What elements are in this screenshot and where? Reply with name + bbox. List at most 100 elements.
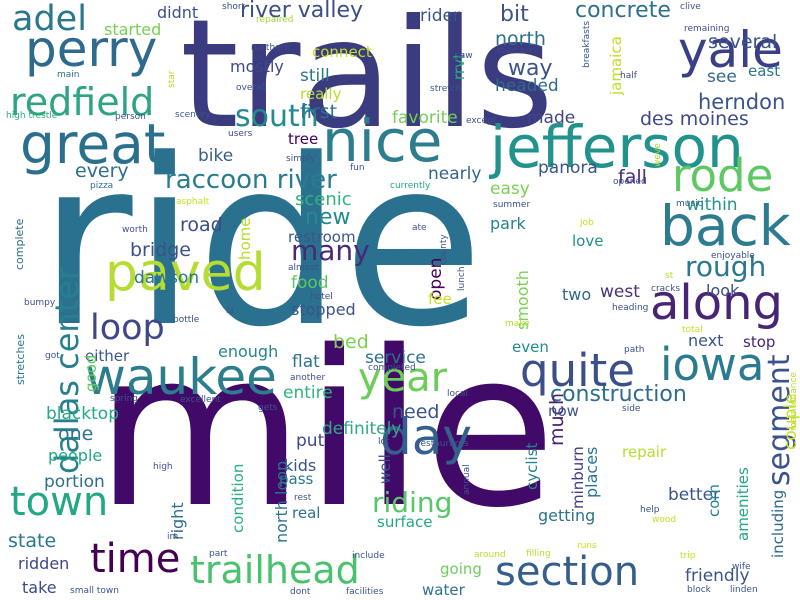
cloud-word-adel: adel <box>12 0 87 39</box>
cloud-word-gets: gets <box>258 403 278 413</box>
cloud-word-lot: lot <box>378 437 390 447</box>
cloud-word-ride: ride <box>38 111 484 378</box>
cloud-word-scenic: scenic <box>295 189 352 210</box>
cloud-word-scenery: scenery <box>175 110 211 120</box>
cloud-word-paved: paved <box>105 243 266 303</box>
cloud-word-short: short <box>222 2 246 12</box>
cloud-word-waukee: waukee <box>85 348 277 406</box>
cloud-word-dawson: dawson <box>134 268 200 288</box>
cloud-word-county: county <box>439 234 449 265</box>
cloud-word-high-trestle: high trestle <box>6 111 58 121</box>
cloud-word-getting: getting <box>538 506 596 525</box>
cloud-word-first: first <box>300 101 338 123</box>
cloud-word-path: path <box>624 345 645 355</box>
cloud-word-restroom: restroom <box>288 228 356 246</box>
cloud-word-music: music <box>676 199 703 209</box>
cloud-word-rode: rode <box>672 149 774 202</box>
cloud-word-favorite: favorite <box>392 108 458 128</box>
cloud-word-got: got <box>45 351 60 361</box>
cloud-word-annual: annual <box>462 464 472 495</box>
cloud-word-iowa: iowa <box>660 338 765 391</box>
cloud-word-trails: trails <box>180 0 554 162</box>
cloud-word-main: main <box>57 70 80 80</box>
cloud-word-back: back <box>660 194 791 258</box>
cloud-word-ia: ia <box>226 306 235 316</box>
cloud-word-breakfasts: breakfasts <box>582 20 592 68</box>
cloud-word-tree: tree <box>288 130 319 148</box>
cloud-word-bit: bit <box>500 2 529 27</box>
cloud-word-real: real <box>292 504 321 522</box>
cloud-word-bike: bike <box>198 146 234 166</box>
cloud-word-repaired: repaired <box>256 15 294 25</box>
cloud-word-des-moines: des moines <box>640 108 749 130</box>
cloud-word-jamaica: jamaica <box>607 36 625 95</box>
cloud-word-heading: heading <box>612 303 649 313</box>
cloud-word-along: along <box>650 275 784 331</box>
cloud-word-even: even <box>512 338 549 356</box>
cloud-word-asphalt: asphalt <box>176 197 210 207</box>
cloud-word-still: still <box>300 66 330 86</box>
cloud-word-cracks: cracks <box>651 284 681 294</box>
cloud-word-person: person <box>115 112 146 122</box>
cloud-word-section: section <box>495 549 640 595</box>
cloud-word-northern: northern <box>251 43 290 53</box>
cloud-word-look: look <box>706 281 740 300</box>
cloud-word-concrete: concrete <box>575 0 671 23</box>
cloud-word-park: park <box>490 214 526 233</box>
cloud-word-spring: spring <box>110 394 139 404</box>
cloud-word-enough: enough <box>218 342 279 361</box>
cloud-word-entire: entire <box>283 383 333 403</box>
cloud-word-two: two <box>562 285 592 304</box>
cloud-word-surface: surface <box>377 513 433 531</box>
cloud-word-opened: opened <box>613 177 647 187</box>
cloud-word-state: state <box>8 530 57 552</box>
cloud-word-currently: currently <box>390 181 431 191</box>
cloud-word-need: need <box>392 401 440 423</box>
cloud-word-fun: fun <box>350 163 365 173</box>
cloud-word-remaining: remaining <box>684 24 730 34</box>
cloud-word-jefferson: jefferson <box>490 113 744 181</box>
cloud-word-trip: trip <box>680 551 696 561</box>
cloud-word-local: local <box>447 389 468 399</box>
cloud-word-repair: repair <box>622 443 667 461</box>
cloud-word-connect: connect <box>312 43 372 61</box>
cloud-word-maintenance: maintenance <box>789 372 799 431</box>
cloud-word-every: every <box>75 160 129 182</box>
cloud-word-town: town <box>10 479 109 525</box>
cloud-word-definitely: definitely <box>322 419 402 439</box>
cloud-word-bumpy: bumpy <box>24 298 56 308</box>
cloud-word-redfield: redfield <box>10 80 155 124</box>
cloud-word-within: within <box>686 195 738 215</box>
cloud-word-new: new <box>305 205 351 230</box>
cloud-word-now: now <box>548 402 579 420</box>
cloud-word-small-town: small town <box>70 586 119 596</box>
cloud-word-worth: worth <box>122 225 148 235</box>
cloud-word-didnt: didnt <box>157 3 199 22</box>
cloud-word-part: part <box>209 549 228 559</box>
cloud-word-time: time <box>90 536 181 582</box>
cloud-word-road-bike: road bike <box>497 46 539 56</box>
cloud-word-st: st <box>665 271 674 281</box>
cloud-word-job: job <box>580 218 594 228</box>
cloud-word-complete: complete <box>13 218 26 270</box>
cloud-word-people: people <box>48 446 103 465</box>
cloud-word-stop: stop <box>743 333 776 351</box>
cloud-word-bottle: bottle <box>173 315 200 325</box>
cloud-word-wife: wife <box>732 562 751 572</box>
cloud-word-nearly: nearly <box>428 164 482 184</box>
cloud-word-river-valley: river valley <box>240 0 364 23</box>
cloud-word-pizza: pizza <box>90 181 114 191</box>
cloud-word-around: around <box>474 550 506 560</box>
cloud-word-herndon: herndon <box>698 90 786 114</box>
cloud-word-riding: riding <box>372 486 453 519</box>
cloud-word-easy: easy <box>490 179 530 199</box>
cloud-word-bridge: bridge <box>130 239 191 261</box>
cloud-word-started: started <box>104 20 162 39</box>
cloud-word-restaurants: restaurants <box>417 439 469 449</box>
cloud-word-blacktop: blacktop <box>46 404 119 424</box>
cloud-word-ate: ate <box>412 223 427 233</box>
cloud-word-almost: almost <box>288 263 319 273</box>
cloud-word-linden: linden <box>730 585 758 595</box>
cloud-word-fee: fee <box>428 290 452 308</box>
